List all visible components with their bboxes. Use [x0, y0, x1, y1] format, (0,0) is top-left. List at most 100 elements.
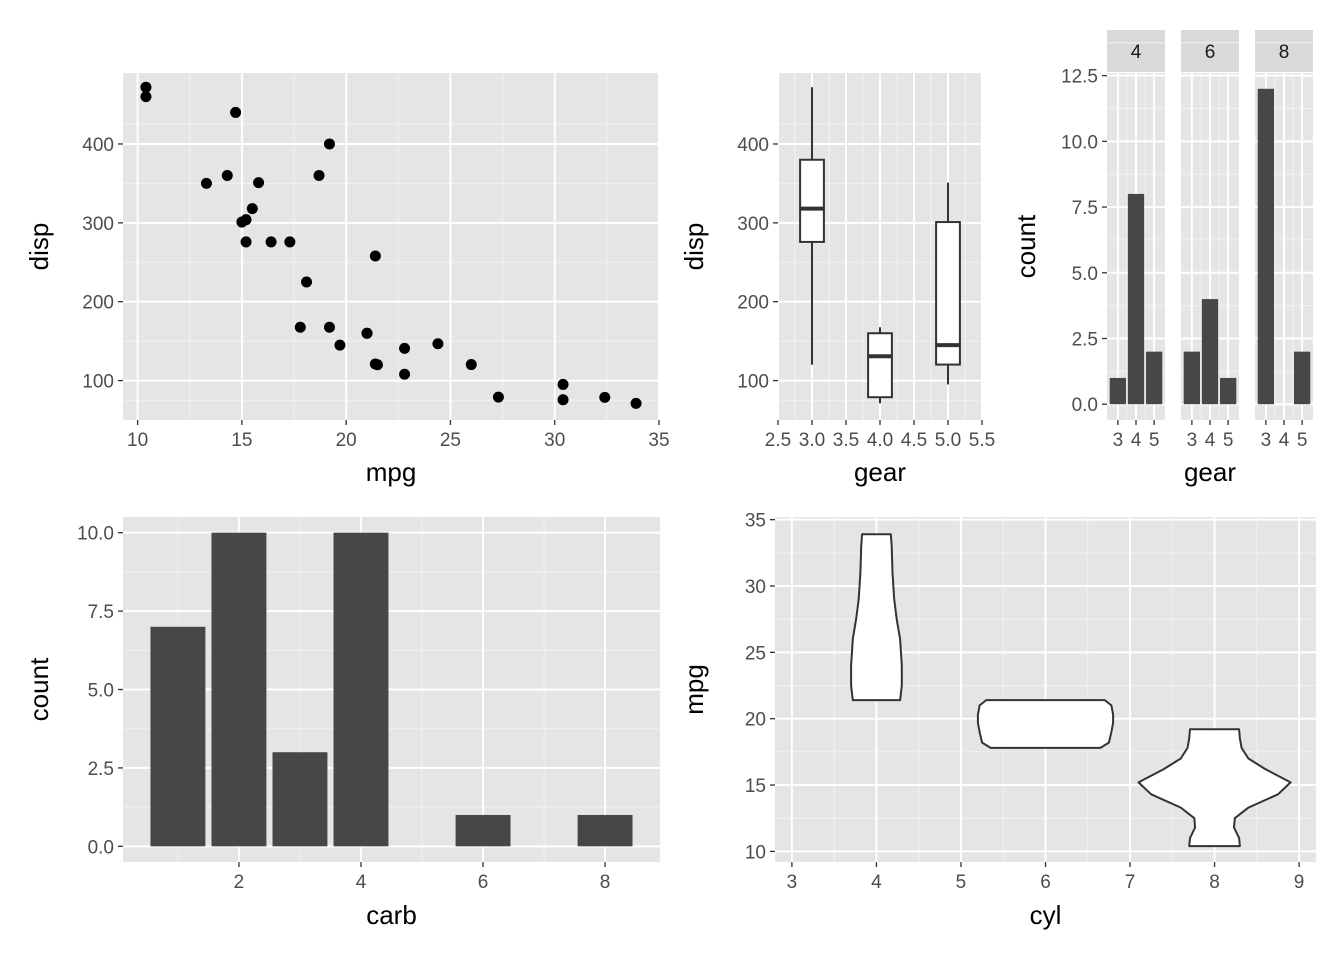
x-tick-label: 6 — [478, 872, 489, 893]
data-point — [246, 203, 258, 215]
data-point — [399, 368, 411, 380]
faceted-bar-chart: 43 4 563 4 583 4 50.02.55.07.510.012.5countgea… — [1011, 30, 1313, 487]
y-tick-label: 100 — [737, 372, 769, 393]
x-axis-title: mpg — [366, 457, 417, 487]
box-plot: 100 200 300 400 2.5 3.0 3.5 4.0 4.5 5.0 5.5 disp gea… — [679, 73, 995, 487]
data-point — [284, 236, 296, 248]
x-tick-label: 4 — [356, 872, 367, 893]
x-tick-label: 4.0 — [867, 430, 893, 451]
x-axis-title: gear — [854, 457, 906, 487]
data-point — [221, 170, 233, 182]
x-tick-label: 2.5 — [765, 430, 791, 451]
x-tick-label: 5 — [1223, 430, 1234, 451]
x-tick-label: 3.0 — [799, 430, 825, 451]
violin-shape — [850, 533, 903, 702]
y-tick-label: 400 — [737, 135, 769, 156]
bar — [1127, 193, 1145, 405]
x-tick-label: 9 — [1294, 872, 1305, 893]
facet-panel: 6 3 4 5 — [1181, 30, 1239, 451]
y-tick-label: 12.5 — [1061, 67, 1098, 88]
y-tick-label: 100 — [82, 372, 114, 393]
y-axis-title: count — [1011, 214, 1041, 278]
box-element — [867, 327, 893, 404]
y-axis-title: disp — [24, 223, 54, 271]
x-tick-label: 6 — [1040, 872, 1051, 893]
data-point — [369, 358, 381, 370]
bar — [272, 752, 328, 847]
data-point — [630, 397, 642, 409]
y-tick-label: 30 — [745, 577, 766, 598]
x-tick-label: 2 — [234, 872, 245, 893]
y-axis-title: count — [24, 657, 54, 721]
x-tick-label: 4 — [1279, 430, 1290, 451]
data-point — [253, 177, 265, 189]
bar — [1145, 351, 1163, 405]
data-point — [230, 106, 242, 118]
box-body — [935, 221, 961, 366]
facet-strip — [1181, 30, 1239, 72]
y-tick-label: 0.0 — [1072, 395, 1098, 416]
x-tick-label: 3 — [1187, 430, 1198, 451]
data-point — [265, 236, 277, 248]
facet-strip — [1107, 30, 1165, 72]
bar — [1201, 299, 1219, 405]
facet-panel: 8 3 4 5 — [1255, 30, 1313, 451]
bar — [150, 626, 206, 847]
bar — [211, 532, 267, 847]
bar — [577, 814, 633, 847]
y-tick-label: 10.0 — [77, 524, 114, 545]
y-axis-title: disp — [679, 223, 709, 271]
data-point — [369, 250, 381, 262]
box-body — [867, 332, 893, 399]
data-point — [492, 391, 504, 403]
y-tick-label: 35 — [745, 511, 766, 532]
data-point — [334, 339, 346, 351]
data-point — [465, 359, 477, 371]
facet-strip-label: 8 — [1279, 42, 1290, 63]
bar — [1257, 88, 1275, 405]
x-axis-title: cyl — [1030, 900, 1062, 930]
facet-panel: 43 4 5 — [1107, 30, 1165, 451]
x-tick-label: 5 — [1149, 430, 1160, 451]
y-tick-label: 0.0 — [88, 837, 114, 858]
data-point — [140, 91, 152, 103]
data-point — [313, 170, 325, 182]
x-tick-label: 4 — [871, 872, 882, 893]
x-tick-label: 3.5 — [833, 430, 859, 451]
y-tick-label: 25 — [745, 643, 766, 664]
bar — [455, 814, 511, 847]
data-point — [361, 327, 373, 339]
y-tick-label: 7.5 — [88, 602, 114, 623]
x-tick-label: 5.5 — [969, 430, 995, 451]
data-point — [236, 216, 248, 228]
y-tick-label: 7.5 — [1072, 198, 1098, 219]
x-tick-label: 10 — [127, 430, 148, 451]
bar — [333, 532, 389, 847]
y-tick-label: 400 — [82, 135, 114, 156]
violin-shape — [1137, 728, 1292, 848]
x-tick-label: 5 — [1297, 430, 1308, 451]
x-tick-label: 5 — [956, 872, 967, 893]
y-axis-title: mpg — [679, 664, 709, 715]
x-tick-label: 4.5 — [901, 430, 927, 451]
x-tick-label: 8 — [1209, 872, 1220, 893]
box-element — [935, 182, 961, 385]
x-tick-label: 8 — [600, 872, 611, 893]
y-tick-label: 300 — [82, 214, 114, 235]
x-tick-label: 3 — [787, 872, 798, 893]
y-tick-label: 2.5 — [1072, 330, 1098, 351]
x-axis-title: gear — [1184, 457, 1236, 487]
data-point — [294, 321, 306, 333]
x-tick-label: 35 — [648, 430, 669, 451]
x-tick-label: 5.0 — [935, 430, 961, 451]
y-tick-label: 15 — [745, 776, 766, 797]
x-tick-label: 7 — [1125, 872, 1136, 893]
x-tick-label: 4 — [1131, 430, 1142, 451]
x-axis-title: carb — [366, 900, 417, 930]
y-tick-label: 5.0 — [88, 681, 114, 702]
data-point — [200, 177, 212, 189]
box-element — [799, 87, 825, 365]
data-point — [432, 338, 444, 350]
data-point — [240, 236, 252, 248]
data-point — [323, 138, 335, 150]
